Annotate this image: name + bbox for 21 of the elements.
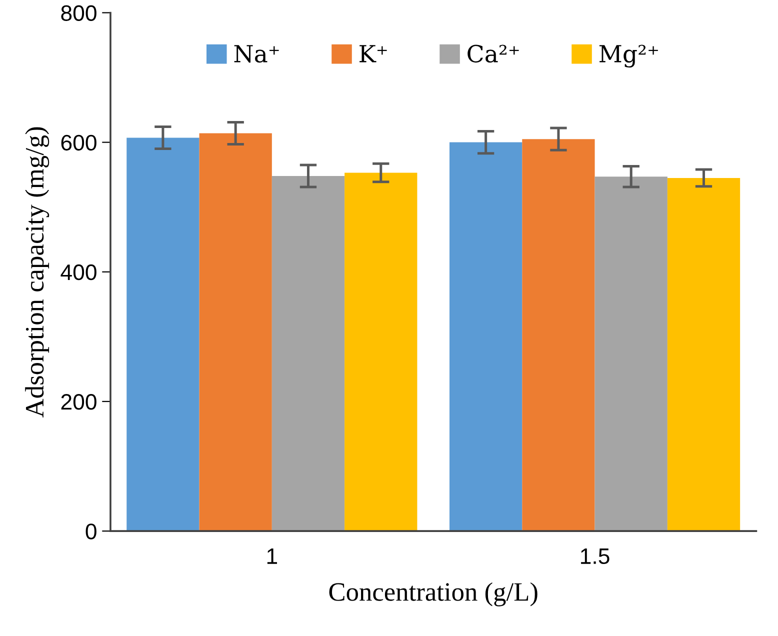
bar xyxy=(522,139,595,532)
y-axis-title: Adsorption capacity (mg/g) xyxy=(25,127,50,418)
x-tick-label: 1.5 xyxy=(581,548,610,564)
legend-label: Na⁺ xyxy=(234,45,279,63)
bar xyxy=(126,138,200,532)
bar xyxy=(594,176,668,532)
bar xyxy=(667,178,740,532)
x-axis-title: Concentration (g/L) xyxy=(329,582,538,606)
legend-label: Ca²⁺ xyxy=(468,44,519,63)
x-tick-label: 1 xyxy=(267,548,278,564)
bar xyxy=(449,142,522,532)
y-tick-label: 800 xyxy=(61,5,96,21)
legend-label: K⁺ xyxy=(360,45,387,62)
legend-label: Mg²⁺ xyxy=(599,44,658,68)
bar xyxy=(272,176,345,532)
y-tick-label: 0 xyxy=(86,524,96,540)
bar xyxy=(344,172,418,532)
y-tick-label: 200 xyxy=(61,394,96,410)
bar xyxy=(199,133,272,532)
y-tick-label: 400 xyxy=(60,264,96,280)
y-tick-label: 600 xyxy=(61,134,96,151)
